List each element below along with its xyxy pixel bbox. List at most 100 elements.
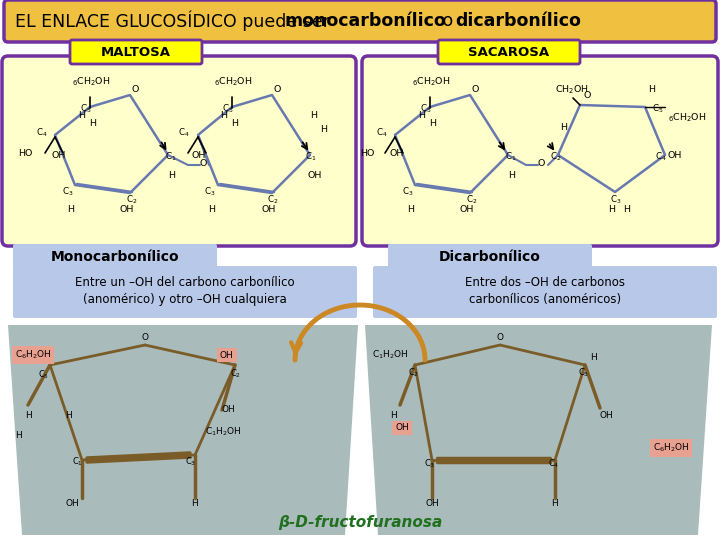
Text: H: H: [192, 498, 199, 508]
Text: Dicarbonílico: Dicarbonílico: [439, 250, 541, 264]
Text: C$_2$: C$_2$: [408, 367, 419, 379]
Text: OH: OH: [668, 151, 683, 159]
Text: C$_4$: C$_4$: [548, 458, 559, 470]
Text: C$_3$: C$_3$: [204, 186, 215, 198]
Text: O: O: [273, 85, 280, 94]
Text: β-D-fructofuranosa: β-D-fructofuranosa: [278, 515, 442, 530]
Text: O: O: [200, 159, 207, 167]
Text: HO: HO: [18, 148, 32, 158]
Text: C$_3$: C$_3$: [610, 194, 621, 206]
Text: C$_5$: C$_5$: [80, 103, 91, 115]
Text: C$_1$: C$_1$: [72, 456, 83, 468]
Text: H: H: [608, 206, 615, 214]
Text: H: H: [168, 171, 175, 179]
Text: H: H: [590, 353, 597, 361]
Text: C$_2$: C$_2$: [267, 194, 279, 206]
Text: H: H: [310, 111, 317, 119]
Text: EL ENLACE GLUCOSÍDICO puede ser: EL ENLACE GLUCOSÍDICO puede ser: [15, 11, 336, 31]
FancyBboxPatch shape: [13, 244, 217, 268]
FancyBboxPatch shape: [70, 40, 202, 64]
Text: monocarbonílico: monocarbonílico: [285, 12, 446, 30]
Text: C$_4$: C$_4$: [178, 127, 189, 139]
Text: C$_3$: C$_3$: [185, 456, 197, 468]
FancyBboxPatch shape: [373, 266, 717, 318]
Text: C$_6$H$_2$OH: C$_6$H$_2$OH: [653, 442, 690, 454]
Text: (anomérico) y otro –OH cualquiera: (anomérico) y otro –OH cualquiera: [83, 294, 287, 307]
Text: Monocarbonílico: Monocarbonílico: [50, 250, 179, 264]
Text: C$_5$: C$_5$: [652, 103, 664, 115]
Text: H: H: [418, 111, 425, 119]
Text: carbonílicos (anoméricos): carbonílicos (anoméricos): [469, 294, 621, 307]
Text: H: H: [65, 410, 72, 420]
Text: O: O: [538, 159, 545, 167]
Text: H: H: [15, 430, 22, 440]
Text: O: O: [142, 334, 148, 342]
Text: C$_1$H$_2$OH: C$_1$H$_2$OH: [372, 349, 409, 361]
Text: OH: OH: [600, 410, 613, 420]
Text: H: H: [78, 111, 85, 119]
Text: C$_5$: C$_5$: [420, 103, 431, 115]
Text: H: H: [407, 206, 414, 214]
Text: H: H: [24, 410, 32, 420]
Text: H: H: [220, 111, 227, 119]
Text: H: H: [623, 206, 630, 214]
FancyBboxPatch shape: [4, 0, 716, 42]
Text: OH: OH: [390, 148, 405, 158]
Text: SACAROSA: SACAROSA: [469, 45, 549, 58]
Text: H: H: [320, 125, 327, 134]
Text: O: O: [132, 85, 140, 94]
Text: H: H: [208, 206, 215, 214]
Text: C$_1$: C$_1$: [165, 151, 176, 163]
Text: C$_2$: C$_2$: [550, 151, 562, 163]
Text: OH: OH: [192, 151, 207, 159]
Text: C$_2$: C$_2$: [126, 194, 138, 206]
Text: OH: OH: [52, 151, 66, 159]
Text: $_6$CH$_2$OH: $_6$CH$_2$OH: [214, 76, 253, 88]
Text: H: H: [560, 124, 567, 132]
FancyBboxPatch shape: [2, 56, 356, 246]
Text: C$_6$H$_2$OH: C$_6$H$_2$OH: [15, 349, 52, 361]
Text: C$_3$: C$_3$: [62, 186, 73, 198]
Text: CH$_2$OH: CH$_2$OH: [555, 84, 589, 96]
Text: HO: HO: [360, 148, 374, 158]
Text: MALTOSA: MALTOSA: [101, 45, 171, 58]
Text: dicarbonílico: dicarbonílico: [455, 12, 581, 30]
Text: OH: OH: [425, 498, 439, 508]
FancyBboxPatch shape: [438, 40, 580, 64]
FancyBboxPatch shape: [13, 266, 357, 318]
Text: C$_1$H$_2$OH: C$_1$H$_2$OH: [205, 426, 242, 438]
Text: C$_4$: C$_4$: [36, 127, 48, 139]
Text: OH: OH: [220, 350, 234, 360]
Text: C$_1$: C$_1$: [305, 151, 317, 163]
Text: C$_3$: C$_3$: [402, 186, 413, 198]
Text: H: H: [648, 85, 655, 94]
Polygon shape: [365, 325, 712, 535]
Text: OH: OH: [261, 206, 275, 214]
Text: H: H: [231, 119, 238, 129]
Text: C$_5$: C$_5$: [222, 103, 233, 115]
Text: OH: OH: [395, 423, 409, 433]
Text: OH: OH: [222, 406, 235, 415]
Polygon shape: [8, 325, 358, 535]
Text: C$_2$: C$_2$: [230, 368, 241, 380]
Text: OH: OH: [308, 171, 323, 179]
Text: H: H: [390, 410, 397, 420]
Text: C$_4$: C$_4$: [376, 127, 387, 139]
Text: C$_5$: C$_5$: [38, 369, 49, 381]
Text: C$_4$: C$_4$: [655, 151, 667, 163]
Text: C$_5$: C$_5$: [578, 367, 589, 379]
Text: $_6$CH$_2$OH: $_6$CH$_2$OH: [72, 76, 110, 88]
Text: $_6$CH$_2$OH: $_6$CH$_2$OH: [668, 112, 706, 124]
Text: C$_2$: C$_2$: [466, 194, 477, 206]
Text: C$_1$: C$_1$: [505, 151, 516, 163]
Text: H: H: [552, 498, 559, 508]
Text: O: O: [497, 334, 503, 342]
Text: H: H: [429, 119, 436, 129]
Text: $_6$CH$_2$OH: $_6$CH$_2$OH: [412, 76, 451, 88]
Text: Entre dos –OH de carbonos: Entre dos –OH de carbonos: [465, 276, 625, 289]
FancyBboxPatch shape: [388, 244, 592, 268]
Text: OH: OH: [65, 498, 79, 508]
Text: OH: OH: [120, 206, 135, 214]
Text: o: o: [437, 12, 459, 30]
Text: Entre un –OH del carbono carbonílico: Entre un –OH del carbono carbonílico: [75, 276, 294, 289]
